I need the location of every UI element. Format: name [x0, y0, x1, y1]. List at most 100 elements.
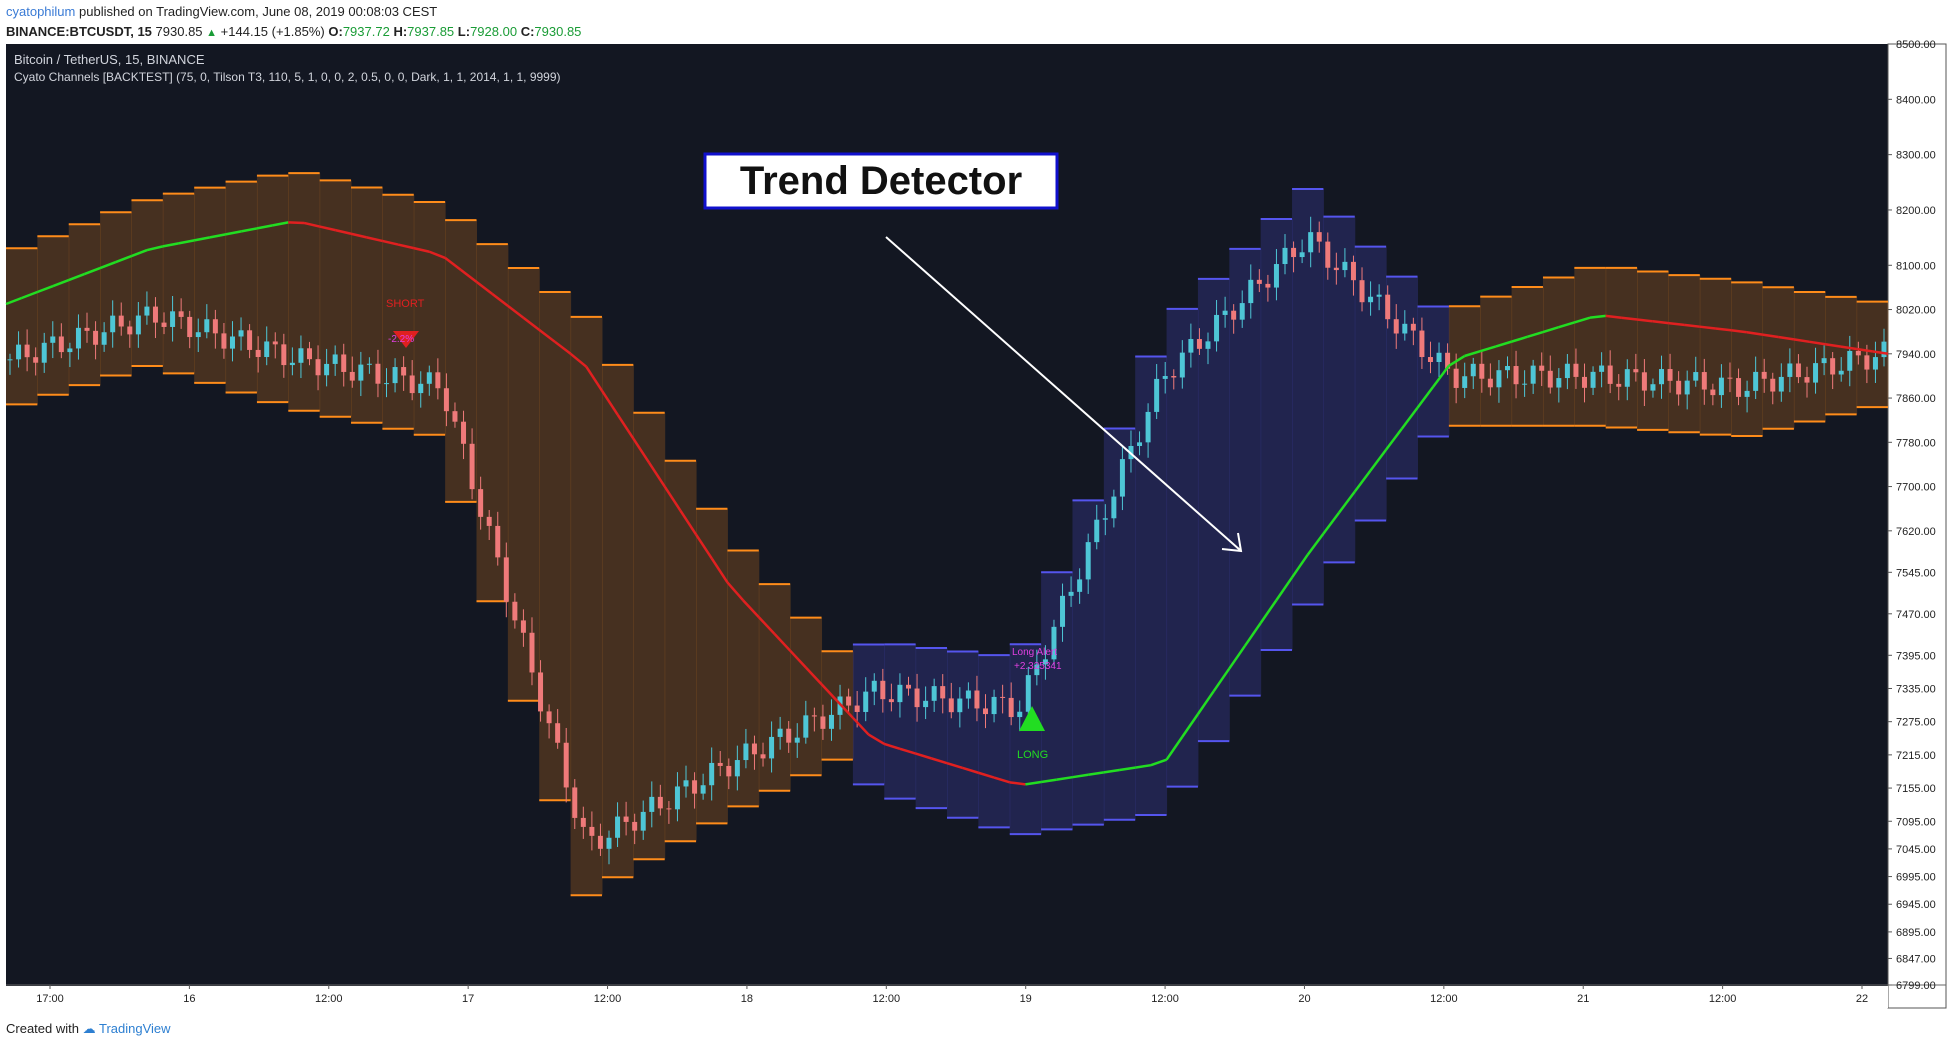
candle-body: [1504, 366, 1510, 371]
candle-body: [1248, 279, 1254, 304]
candle-body: [1684, 380, 1690, 395]
candle-body: [7, 359, 13, 361]
candle-body: [1094, 519, 1100, 543]
candle-body: [289, 362, 295, 366]
candle-body: [1641, 372, 1647, 391]
channel-band: [978, 655, 1011, 828]
short-alert-text: -2.2%: [388, 334, 414, 345]
channel-band: [476, 244, 509, 602]
candle-body: [1727, 377, 1733, 379]
trend-line-segment: [569, 352, 588, 368]
trend-line-segment: [851, 716, 870, 736]
candle-body: [1111, 496, 1117, 519]
candle-body: [520, 620, 526, 633]
candle-body: [1582, 376, 1588, 388]
candle-body: [272, 341, 278, 345]
time-axis[interactable]: [6, 986, 1888, 1008]
candle-body: [152, 306, 158, 323]
trend-line-segment: [350, 232, 367, 239]
trend-line-segment: [538, 328, 556, 343]
tradingview-brand-link[interactable]: TradingView: [99, 1021, 171, 1036]
candle-body: [683, 780, 689, 787]
candle-body: [1487, 378, 1493, 388]
trend-line-segment: [962, 766, 979, 774]
candle-body: [452, 411, 458, 422]
candle-body: [255, 349, 261, 358]
channel-band: [947, 651, 979, 818]
trend-line-segment: [1495, 340, 1512, 348]
candle-body: [461, 421, 467, 444]
candle-body: [1496, 370, 1502, 388]
candle-body: [1171, 376, 1177, 378]
candle-body: [392, 367, 398, 384]
trend-line-segment: [899, 747, 916, 755]
candle-body: [366, 363, 372, 365]
trend-line-segment: [1150, 758, 1167, 767]
candle-body: [623, 816, 629, 822]
trend-line-segment: [1306, 532, 1325, 556]
trend-line-segment: [1793, 338, 1810, 344]
indicator-label: Cyato Channels [BACKTEST] (75, 0, Tilson…: [14, 70, 561, 84]
price-tick-label: 7275.00: [1896, 717, 1936, 729]
channel-band: [664, 460, 697, 842]
username-link[interactable]: cyatophilum: [6, 4, 76, 19]
long-arrow-icon: [1019, 706, 1045, 731]
candle-body: [751, 743, 757, 755]
long-alert-value: +2.325341: [1014, 661, 1062, 672]
candle-body: [580, 817, 586, 827]
price-axis[interactable]: [1887, 43, 1947, 1009]
candle-body: [1376, 294, 1382, 297]
candle-body: [538, 672, 544, 712]
candle-body: [786, 728, 792, 743]
trend-line-segment: [272, 221, 289, 227]
trend-line-segment: [1731, 329, 1748, 334]
candle-body: [1077, 579, 1083, 592]
candle-body: [1753, 371, 1759, 391]
candle-body: [1778, 376, 1784, 392]
candle-body: [863, 691, 869, 712]
trend-line-segment: [21, 290, 38, 300]
price-tick-label: 6995.00: [1896, 872, 1936, 884]
candle-body: [820, 716, 826, 729]
trend-line-segment: [1652, 320, 1669, 325]
time-tick-label: 18: [741, 993, 753, 1005]
candle-body: [1744, 390, 1750, 397]
trend-line-segment: [1385, 427, 1403, 451]
candle-body: [1599, 365, 1605, 372]
price-tick-label: 6847.00: [1896, 953, 1936, 965]
channel-band: [1542, 277, 1575, 426]
candle-body: [110, 315, 116, 333]
short-label: SHORT: [386, 298, 425, 310]
candles-layer: [7, 216, 1887, 865]
time-tick-label: 12:00: [1151, 993, 1179, 1005]
short-signal: SHORT -2.2%: [386, 298, 425, 348]
candle-body: [178, 311, 184, 317]
candle-body: [1573, 363, 1579, 377]
trend-line-segment: [256, 224, 273, 230]
channel-band: [1668, 275, 1701, 433]
candle-body: [1068, 591, 1074, 596]
candle-body: [666, 808, 672, 810]
candle-body: [1102, 518, 1108, 520]
quote-line: BINANCE:BTCUSDT, 15 7930.85 ▲ +144.15 (+…: [6, 22, 1936, 43]
channel-band: [1323, 216, 1356, 563]
trend-line-segment: [1275, 576, 1294, 601]
trend-line-segment: [742, 599, 760, 618]
candle-body: [931, 686, 937, 701]
price-tick-label: 7045.00: [1896, 844, 1936, 856]
tradingview-logo-icon: ☁: [82, 1021, 96, 1036]
candle-body: [1427, 357, 1433, 363]
time-tick-label: 20: [1298, 993, 1310, 1005]
candle-body: [1025, 675, 1031, 712]
candle-body: [478, 489, 484, 517]
candle-body: [674, 786, 680, 810]
candle-body: [50, 336, 56, 343]
trend-line-segment: [1353, 469, 1372, 493]
channel-band: [539, 292, 572, 801]
candle-body: [1530, 365, 1536, 384]
candle-body: [1624, 369, 1630, 387]
long-signal: Long Alert +2.325341 LONG: [1012, 647, 1062, 761]
trend-line-segment: [1778, 335, 1795, 341]
candle-body: [212, 319, 218, 334]
